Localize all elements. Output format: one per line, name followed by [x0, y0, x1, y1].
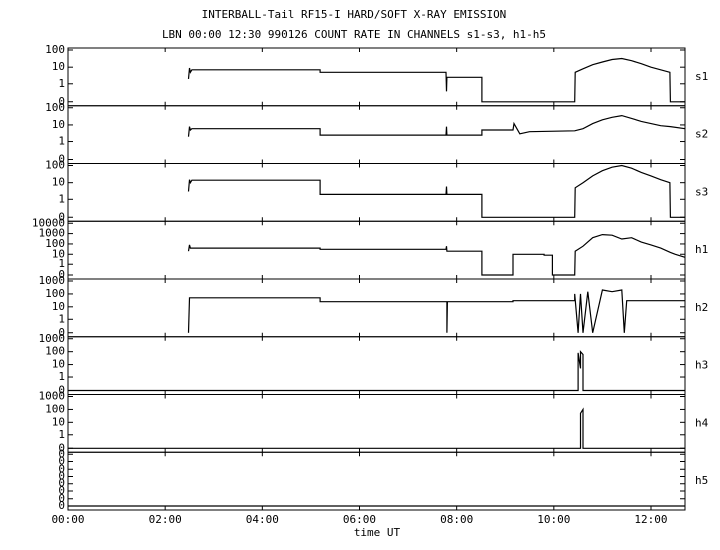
x-tick-label: 12:00 [634, 513, 667, 526]
panel-label: s2 [695, 128, 708, 141]
x-tick-label: 10:00 [537, 513, 570, 526]
y-tick-label: 100 [45, 287, 65, 300]
y-tick-label: 10 [52, 300, 65, 313]
x-tick-label: 04:00 [246, 513, 279, 526]
panel-label: h5 [695, 474, 708, 487]
data-line [187, 233, 686, 276]
panel-frame [67, 336, 686, 395]
y-tick-label: 1000 [39, 332, 66, 345]
data-line [187, 289, 685, 333]
data-line [187, 114, 686, 137]
y-tick-label: 10 [52, 118, 65, 131]
chart-title: INTERBALL-Tail RF15-I HARD/SOFT X-RAY EM… [202, 8, 507, 21]
y-tick-label: 100 [45, 345, 65, 358]
y-tick-label: 0 [58, 447, 65, 460]
y-tick-label: 100 [45, 101, 65, 114]
y-tick-label: 10 [52, 60, 65, 73]
y-tick-label: 0 [58, 454, 65, 467]
panel-label: s3 [695, 185, 708, 198]
panel-frame [67, 163, 686, 222]
y-tick-label: 100 [45, 43, 65, 56]
y-tick-label: 10 [52, 358, 65, 371]
data-line [68, 350, 685, 392]
panel-frame [67, 47, 686, 107]
data-line [187, 57, 685, 103]
panel-label: s1 [695, 70, 708, 83]
y-tick-label: 1000 [39, 390, 66, 403]
x-tick-label: 06:00 [343, 513, 376, 526]
y-tick-label: 0 [58, 153, 65, 166]
panel-label: h3 [695, 359, 708, 372]
y-tick-label: 0 [58, 470, 65, 483]
panel-label: h1 [695, 243, 708, 256]
y-tick-label: 100 [45, 159, 65, 172]
y-tick-label: 0 [58, 492, 65, 505]
y-tick-label: 0 [58, 477, 65, 490]
y-tick-label: 10 [52, 247, 65, 260]
y-tick-label: 100 [45, 237, 65, 250]
y-tick-label: 100 [45, 402, 65, 415]
panel-label: h4 [695, 416, 709, 429]
y-tick-label: 0 [58, 484, 65, 497]
chart-subtitle: LBN 00:00 12:30 990126 COUNT RATE IN CHA… [162, 28, 546, 41]
y-tick-label: 10 [52, 176, 65, 189]
panel-frame [67, 451, 686, 511]
y-tick-label: 10 [52, 415, 65, 428]
y-tick-label: 1 [58, 77, 65, 90]
y-tick-label: 1 [58, 257, 65, 270]
y-tick-label: 0 [58, 384, 65, 397]
y-tick-label: 1 [58, 312, 65, 325]
y-tick-label: 1 [58, 135, 65, 148]
y-tick-label: 0 [58, 499, 65, 512]
y-tick-label: 1000 [39, 274, 66, 287]
x-tick-label: 08:00 [440, 513, 473, 526]
x-axis-label: time UT [354, 526, 401, 539]
panel-frame [67, 220, 686, 280]
panel-label: h2 [695, 301, 708, 314]
y-tick-label: 0 [58, 210, 65, 223]
y-tick-label: 0 [58, 462, 65, 475]
y-tick-label: 10000 [32, 216, 65, 229]
y-tick-label: 1000 [39, 227, 66, 240]
y-tick-label: 1 [58, 428, 65, 441]
y-tick-label: 0 [58, 441, 65, 454]
x-tick-label: 02:00 [149, 513, 182, 526]
panel-frame [67, 394, 686, 453]
data-line [68, 407, 685, 449]
y-tick-label: 1 [58, 192, 65, 205]
y-tick-label: 0 [58, 268, 65, 281]
y-tick-label: 0 [58, 95, 65, 108]
x-tick-label: 00:00 [51, 513, 84, 526]
data-line [187, 164, 685, 218]
y-tick-label: 0 [58, 326, 65, 339]
y-tick-label: 1 [58, 370, 65, 383]
